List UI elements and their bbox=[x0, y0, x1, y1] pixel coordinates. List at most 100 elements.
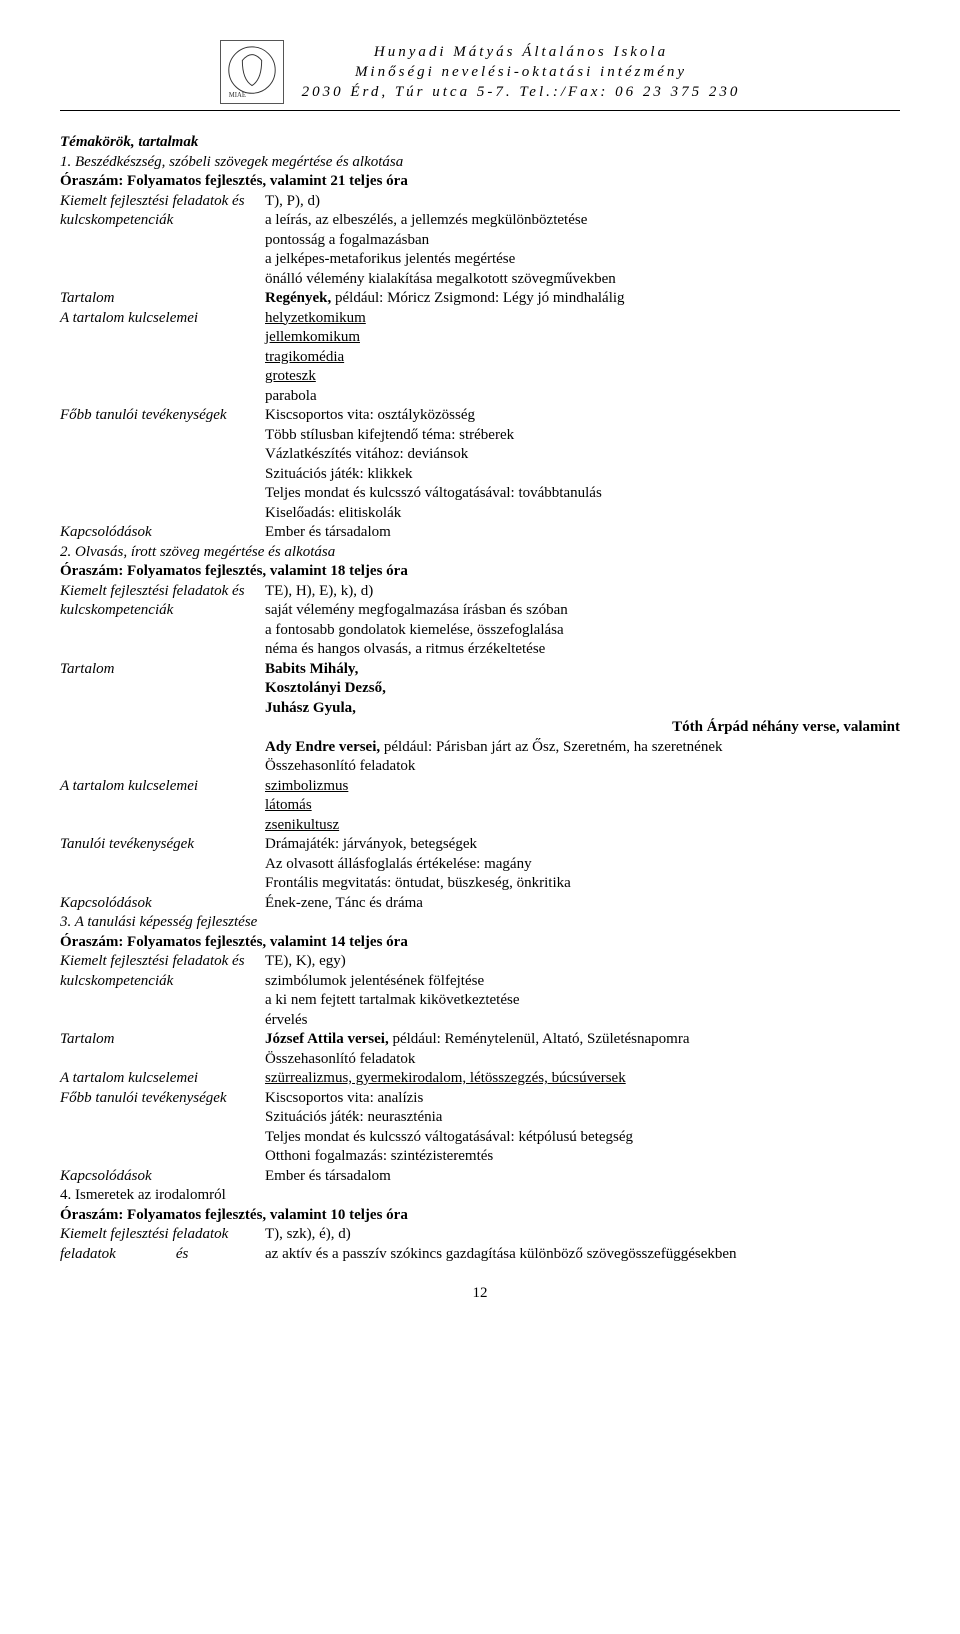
txt: a ki nem fejtett tartalmak kikövetkeztet… bbox=[265, 991, 900, 1011]
cell: Babits Mihály, Kosztolányi Dezső, Juhász… bbox=[265, 660, 900, 777]
svg-text:MIAE: MIAE bbox=[228, 92, 245, 99]
s3-heading: 3. A tanulási képesség fejlesztése bbox=[60, 913, 900, 933]
txt: T), szk), é), d) bbox=[265, 1225, 900, 1245]
cell: Kiscsoportos vita: osztályközösség Több … bbox=[265, 406, 900, 523]
txt-b: József Attila versei, bbox=[265, 1031, 389, 1047]
txt: parabola bbox=[265, 387, 900, 407]
label-tartalom: Tartalom bbox=[60, 660, 265, 777]
header-line-2: Minőségi nevelési-oktatási intézmény bbox=[302, 62, 741, 82]
txt: T), P), d) bbox=[265, 192, 900, 212]
cell: Regények, például: Móricz Zsigmond: Légy… bbox=[265, 289, 900, 309]
row: A tartalom kulcselemei szimbolizmus láto… bbox=[60, 777, 900, 836]
txt: Szituációs játék: klikkek bbox=[265, 465, 900, 485]
row: Kapcsolódások Ének-zene, Tánc és dráma bbox=[60, 894, 900, 914]
txt-r: például: Reménytelenül, Altató, Születés… bbox=[389, 1031, 690, 1047]
cell: szimbolizmus látomás zsenikultusz bbox=[265, 777, 900, 836]
txt: jellemkomikum bbox=[265, 328, 900, 348]
txt: TE), H), E), k), d) bbox=[265, 582, 900, 602]
cell: T), P), d) a leírás, az elbeszélés, a je… bbox=[265, 192, 900, 290]
s2-ora: Óraszám: Folyamatos fejlesztés, valamint… bbox=[60, 562, 900, 582]
s1-ora: Óraszám: Folyamatos fejlesztés, valamint… bbox=[60, 172, 900, 192]
row: Kiemelt fejlesztési feladatok és kulcsko… bbox=[60, 582, 900, 660]
cell: TE), K), egy) szimbólumok jelentésének f… bbox=[265, 952, 900, 1030]
label-kulcs: A tartalom kulcselemei bbox=[60, 309, 265, 407]
s4-heading-text: 4. Ismeretek az irodalomról bbox=[60, 1187, 226, 1203]
label-tartalom: Tartalom bbox=[60, 1030, 265, 1069]
row: Tartalom József Attila versei, például: … bbox=[60, 1030, 900, 1069]
txt: TE), K), egy) bbox=[265, 952, 900, 972]
txt: Kiscsoportos vita: osztályközösség bbox=[265, 406, 900, 426]
row: Kiemelt fejlesztési feladatok és kulcsko… bbox=[60, 952, 900, 1030]
txt: Összehasonlító feladatok bbox=[265, 1050, 900, 1070]
txt: Ember és társadalom bbox=[265, 1167, 900, 1187]
txt-r: például: Párisban járt az Ősz, Szeretném… bbox=[380, 739, 722, 755]
row: Tartalom Babits Mihály, Kosztolányi Dezs… bbox=[60, 660, 900, 777]
row: Tartalom Regények, például: Móricz Zsigm… bbox=[60, 289, 900, 309]
txt: Kiscsoportos vita: analízis bbox=[265, 1089, 900, 1109]
header-text: Hunyadi Mátyás Általános Iskola Minőségi… bbox=[302, 42, 741, 103]
row: Kiemelt fejlesztési feladatok és kulcsko… bbox=[60, 192, 900, 290]
txt: Szituációs játék: neuraszténia bbox=[265, 1108, 900, 1128]
txt: szimbólumok jelentésének fölfejtése bbox=[265, 972, 900, 992]
txt: szimbolizmus bbox=[265, 777, 900, 797]
label-tanuloi: Tanulói tevékenységek bbox=[60, 835, 265, 894]
txt: a leírás, az elbeszélés, a jellemzés meg… bbox=[265, 211, 900, 231]
row: Tanulói tevékenységek Drámajáték: járván… bbox=[60, 835, 900, 894]
txt: látomás bbox=[265, 796, 900, 816]
s2-heading: 2. Olvasás, írott szöveg megértése és al… bbox=[60, 543, 900, 563]
txt: szürrealizmus, gyermekirodalom, létössze… bbox=[265, 1069, 900, 1089]
txt: az aktív és a passzív szókincs gazdagítá… bbox=[265, 1245, 900, 1265]
txt-b: Ady Endre versei, bbox=[265, 739, 380, 755]
txt: érvelés bbox=[265, 1011, 900, 1031]
txt: Több stílusban kifejtendő téma: strébere… bbox=[265, 426, 900, 446]
txt: Frontális megvitatás: öntudat, büszkeség… bbox=[265, 874, 900, 894]
txt: pontosság a fogalmazásban bbox=[265, 231, 900, 251]
s2-ora-text: Óraszám: Folyamatos fejlesztés, valamint… bbox=[60, 563, 408, 579]
label-kiemelt: Kiemelt fejlesztési feladatok bbox=[60, 1225, 265, 1245]
row: Főbb tanulói tevékenységek Kiscsoportos … bbox=[60, 1089, 900, 1167]
txt: Babits Mihály, bbox=[265, 660, 900, 680]
row: A tartalom kulcselemei szürrealizmus, gy… bbox=[60, 1069, 900, 1089]
txt: Kiselőadás: elitiskolák bbox=[265, 504, 900, 524]
txt: Kosztolányi Dezső, bbox=[265, 679, 900, 699]
label-tartalom: Tartalom bbox=[60, 289, 265, 309]
label-kiemelt: Kiemelt fejlesztési feladatok és kulcsko… bbox=[60, 192, 265, 290]
row: A tartalom kulcselemei helyzetkomikum je… bbox=[60, 309, 900, 407]
cell: József Attila versei, például: Reménytel… bbox=[265, 1030, 900, 1069]
doc-title: Témakörök, tartalmak bbox=[60, 133, 900, 153]
row: Kapcsolódások Ember és társadalom bbox=[60, 1167, 900, 1187]
txt: Teljes mondat és kulcsszó váltogatásával… bbox=[265, 1128, 900, 1148]
txt: a jelképes-metaforikus jelentés megértés… bbox=[265, 250, 900, 270]
cell: TE), H), E), k), d) saját vélemény megfo… bbox=[265, 582, 900, 660]
txt: Az olvasott állásfoglalás értékelése: ma… bbox=[265, 855, 900, 875]
txt: Összehasonlító feladatok bbox=[265, 757, 900, 777]
txt: Vázlatkészítés vitához: deviánsok bbox=[265, 445, 900, 465]
label-kiemelt: Kiemelt fejlesztési feladatok és kulcsko… bbox=[60, 952, 265, 1030]
txt: tragikomédia bbox=[265, 348, 900, 368]
label-kap: Kapcsolódások bbox=[60, 523, 265, 543]
txt: Tóth Árpád néhány verse, valamint bbox=[265, 718, 900, 738]
label-fobb: Főbb tanulói tevékenységek bbox=[60, 406, 265, 523]
s1-ora-text: Óraszám: Folyamatos fejlesztés, valamint… bbox=[60, 173, 408, 189]
txt: Regények, bbox=[265, 290, 331, 306]
label-kulcs: A tartalom kulcselemei bbox=[60, 1069, 265, 1089]
txt: Ember és társadalom bbox=[265, 523, 900, 543]
row: Főbb tanulói tevékenységek Kiscsoportos … bbox=[60, 406, 900, 523]
cell: Drámajáték: járványok, betegségek Az olv… bbox=[265, 835, 900, 894]
label-kiemelt: Kiemelt fejlesztési feladatok és kulcsko… bbox=[60, 582, 265, 660]
page-header: MIAE Hunyadi Mátyás Általános Iskola Min… bbox=[60, 40, 900, 104]
label-kulcs: A tartalom kulcselemei bbox=[60, 777, 265, 836]
s4-ora-text: Óraszám: Folyamatos fejlesztés, valamint… bbox=[60, 1207, 408, 1223]
label-kap: Kapcsolódások bbox=[60, 1167, 265, 1187]
s4-heading: 4. Ismeretek az irodalomról bbox=[60, 1186, 900, 1206]
row: feladatok és az aktív és a passzív szóki… bbox=[60, 1245, 900, 1265]
label-kap: Kapcsolódások bbox=[60, 894, 265, 914]
s4-ora: Óraszám: Folyamatos fejlesztés, valamint… bbox=[60, 1206, 900, 1226]
label-fobb: Főbb tanulói tevékenységek bbox=[60, 1089, 265, 1167]
txt: néma és hangos olvasás, a ritmus érzékel… bbox=[265, 640, 900, 660]
school-logo: MIAE bbox=[220, 40, 284, 104]
txt: Otthoni fogalmazás: szintézisteremtés bbox=[265, 1147, 900, 1167]
txt: helyzetkomikum bbox=[265, 309, 900, 329]
label-feladatok: feladatok és bbox=[60, 1245, 265, 1265]
txt: Ének-zene, Tánc és dráma bbox=[265, 894, 900, 914]
